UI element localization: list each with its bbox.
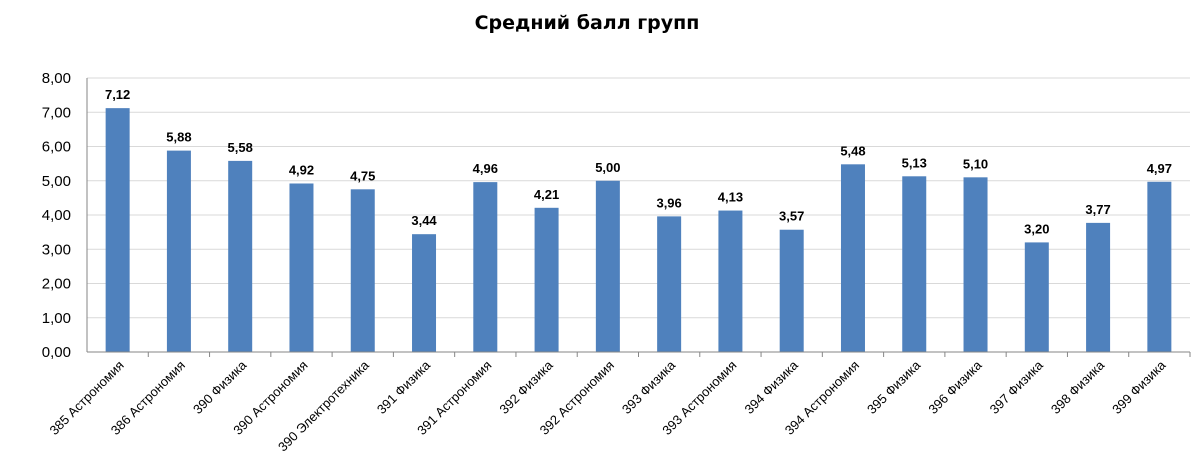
data-label: 5,88 [166, 130, 191, 145]
data-label: 3,44 [411, 213, 437, 228]
x-tick-label: 396 Физика [925, 357, 985, 417]
bar [718, 210, 743, 352]
data-label: 4,96 [473, 161, 498, 176]
x-tick-label: 399 Физика [1109, 357, 1169, 417]
bar [105, 108, 130, 352]
bar [1147, 181, 1172, 352]
x-tick-label: 395 Физика [864, 357, 924, 417]
data-label: 3,96 [656, 195, 681, 210]
data-label: 5,10 [963, 156, 988, 171]
bar [166, 150, 191, 352]
bar [902, 176, 927, 352]
y-tick-label: 1,00 [42, 310, 71, 327]
data-label: 5,58 [228, 140, 253, 155]
y-tick-label: 4,00 [42, 207, 71, 224]
bar [779, 229, 804, 352]
y-tick-label: 6,00 [42, 139, 71, 156]
y-tick-label: 7,00 [42, 104, 71, 121]
data-label: 7,12 [105, 87, 130, 102]
bar [1024, 242, 1049, 352]
data-label: 4,97 [1147, 161, 1172, 176]
bar [963, 177, 988, 352]
data-label: 4,92 [289, 162, 314, 177]
x-tick-label: 393 Физика [619, 357, 679, 417]
data-label: 4,21 [534, 187, 559, 202]
data-label: 5,13 [902, 155, 927, 170]
bar [350, 189, 375, 352]
x-axis [86, 78, 1191, 357]
bar [473, 182, 498, 352]
chart-title: Средний балл групп [475, 12, 700, 34]
bars [105, 108, 1172, 352]
y-axis-ticks: 0,00 1,00 2,00 3,00 4,00 5,00 6,00 7,00 8,00 [42, 70, 71, 361]
x-tick-label: 391 Физика [374, 357, 434, 417]
x-tick-label: 390 Физика [190, 357, 250, 417]
data-label: 5,00 [595, 160, 620, 175]
bar [289, 183, 314, 352]
data-label: 4,13 [718, 190, 743, 205]
y-tick-label: 3,00 [42, 241, 71, 258]
data-label: 3,77 [1085, 202, 1110, 217]
data-labels: 7,12 5,88 5,58 4,92 4,75 3,44 4,96 4,21 5,00 3,96… [105, 87, 1172, 236]
data-label: 3,57 [779, 209, 804, 224]
x-tick-label: 398 Физика [1048, 357, 1108, 417]
y-tick-label: 8,00 [42, 70, 71, 87]
bar [657, 216, 682, 352]
x-tick-label: 392 Физика [496, 357, 556, 417]
bar [412, 234, 437, 352]
y-tick-label: 5,00 [42, 173, 71, 190]
x-tick-label: 397 Физика [987, 357, 1047, 417]
data-label: 4,75 [350, 168, 375, 183]
bar [595, 180, 620, 352]
x-tick-label: 394 Физика [742, 357, 802, 417]
y-tick-label: 0,00 [42, 344, 71, 361]
bar [228, 160, 253, 352]
bar [534, 207, 559, 352]
bar [840, 164, 865, 352]
data-label: 5,48 [840, 143, 865, 158]
data-label: 3,20 [1024, 221, 1049, 236]
gridlines [87, 77, 1190, 319]
bar [1086, 222, 1111, 352]
y-tick-label: 2,00 [42, 276, 71, 293]
